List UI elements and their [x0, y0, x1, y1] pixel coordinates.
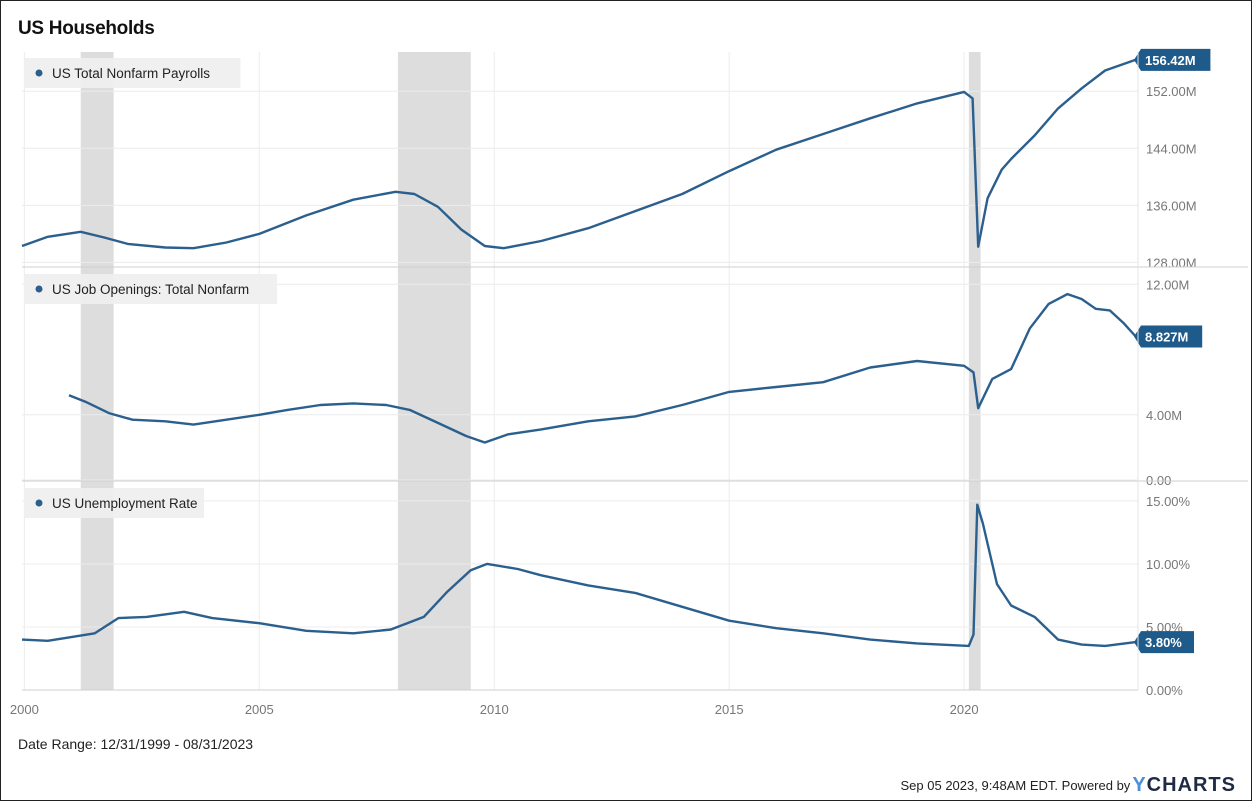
x-tick-label-2000: 2000 [10, 702, 39, 717]
legend-box-1 [24, 274, 277, 304]
series-line-1[interactable] [68, 292, 1137, 444]
last-value-badge-1 [1134, 325, 1203, 348]
chart-title: US Households [18, 18, 155, 39]
recession-band-1 [397, 52, 471, 690]
legend-box-2 [24, 488, 204, 518]
y-tick-label: 12.00M [1146, 277, 1189, 292]
ycharts-logo-text: CHARTS [1146, 774, 1236, 796]
last-value-label-2: 3.80% [1145, 635, 1182, 650]
legend-marker [35, 499, 43, 507]
last-value-label-0: 156.42M [1145, 53, 1196, 68]
legend-label-0: US Total Nonfarm Payrolls [52, 66, 210, 81]
x-tick-label-2020: 2020 [950, 702, 979, 717]
last-value-label-1: 8.827M [1145, 329, 1188, 344]
series-line-2[interactable] [21, 503, 1136, 648]
legend-marker [35, 285, 43, 293]
y-tick-label: 128.00M [1146, 255, 1197, 270]
y-tick-label: 4.00M [1146, 408, 1182, 423]
last-value-badge-0 [1134, 48, 1211, 71]
last-value-badge-2 [1134, 631, 1194, 654]
y-tick-label: 144.00M [1146, 141, 1197, 156]
legend-label-1: US Job Openings: Total Nonfarm [52, 282, 249, 297]
series-line-0[interactable] [21, 58, 1137, 250]
footer-timestamp: Sep 05 2023, 9:48AM EDT. Powered by [900, 778, 1131, 793]
legend-box-0 [24, 58, 241, 88]
ycharts-logo[interactable]: YCHARTS [1132, 774, 1236, 797]
y-tick-label: 152.00M [1146, 84, 1197, 99]
y-tick-label: 15.00% [1146, 494, 1191, 509]
footer: Sep 05 2023, 9:48AM EDT. Powered by YCHA… [901, 774, 1237, 797]
date-range-label: Date Range: 12/31/1999 - 08/31/2023 [18, 736, 254, 752]
legend-label-2: US Unemployment Rate [52, 496, 198, 511]
recession-band-2 [968, 52, 981, 690]
ycharts-logo-y: Y [1132, 774, 1147, 796]
recession-band-0 [80, 52, 114, 690]
x-tick-label-2015: 2015 [715, 702, 744, 717]
legend-marker [35, 69, 43, 77]
x-tick-label-2005: 2005 [245, 702, 274, 717]
y-tick-label: 0.00% [1146, 683, 1183, 698]
x-tick-label-2010: 2010 [480, 702, 509, 717]
y-tick-label: 136.00M [1146, 198, 1197, 213]
y-tick-label: 10.00% [1146, 557, 1191, 572]
